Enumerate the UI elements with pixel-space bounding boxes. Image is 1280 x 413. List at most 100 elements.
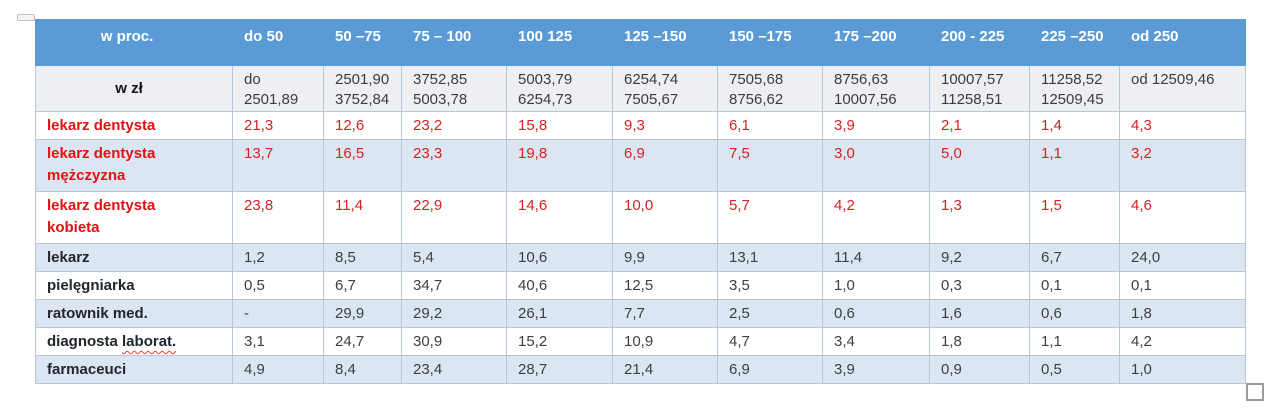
column-header: 200 - 225 <box>929 19 1030 66</box>
value-cell: 6,7 <box>323 271 402 300</box>
value-cell: 1,1 <box>1029 327 1120 356</box>
value-cell: 21,3 <box>232 111 324 140</box>
value-cell: 0,5 <box>1029 355 1120 384</box>
table-row: pielęgniarka 0,5 6,7 34,7 40,6 12,5 3,5 1,0 0,3 0… <box>35 271 1246 300</box>
value-cell: 5,4 <box>401 243 507 272</box>
row-label-line: ratownik med. <box>47 305 148 322</box>
value-cell: 7,7 <box>612 299 718 328</box>
zl-range-line: do <box>244 71 261 88</box>
value-cell: 6,9 <box>717 355 823 384</box>
value-cell: 6,9 <box>612 139 718 192</box>
zl-range-line: 3752,84 <box>335 91 390 108</box>
row-label-line: kobieta <box>47 219 100 236</box>
zl-range-line: 6254,74 <box>624 71 679 88</box>
value-cell: 9,2 <box>929 243 1030 272</box>
value-cell: 0,5 <box>232 271 324 300</box>
table-resize-handle[interactable] <box>1246 383 1264 401</box>
value-cell: 0,9 <box>929 355 1030 384</box>
value-cell: 4,3 <box>1119 111 1246 140</box>
value-cell: 1,8 <box>1119 299 1246 328</box>
table-row: farmaceuci 4,9 8,4 23,4 28,7 21,4 6,9 3,9 0,9 0,5… <box>35 355 1246 384</box>
value-cell: 3,2 <box>1119 139 1246 192</box>
table-row: lekarz dentysta kobieta 23,8 11,4 22,9 14,6 10… <box>35 191 1246 244</box>
zl-range-cell: 3752,85 5003,78 <box>401 65 507 112</box>
value-cell: 10,6 <box>506 243 613 272</box>
value-cell: 3,5 <box>717 271 823 300</box>
row-label: lekarz <box>35 243 233 272</box>
value-cell: 4,6 <box>1119 191 1246 244</box>
zl-range-cell: do 2501,89 <box>232 65 324 112</box>
value-cell: 6,7 <box>1029 243 1120 272</box>
value-cell: 1,6 <box>929 299 1030 328</box>
zl-range-cell: 6254,74 7505,67 <box>612 65 718 112</box>
page-margin-artifact <box>17 14 35 21</box>
row-label-line: farmaceuci <box>47 361 127 378</box>
value-cell: 29,2 <box>401 299 507 328</box>
column-header: od 250 <box>1119 19 1246 66</box>
value-cell: 1,1 <box>1029 139 1120 192</box>
value-cell: 12,5 <box>612 271 718 300</box>
value-cell: 23,2 <box>401 111 507 140</box>
zl-range-cell: 10007,57 11258,51 <box>929 65 1030 112</box>
value-cell: 28,7 <box>506 355 613 384</box>
value-cell: 0,6 <box>822 299 930 328</box>
value-cell: 19,8 <box>506 139 613 192</box>
row-label: diagnosta laborat. <box>35 327 233 356</box>
zl-range-line: 5003,78 <box>413 91 468 108</box>
value-cell: 6,1 <box>717 111 823 140</box>
value-cell: 4,7 <box>717 327 823 356</box>
value-cell: 0,1 <box>1119 271 1246 300</box>
value-cell: 23,8 <box>232 191 324 244</box>
zl-range-line: 6254,73 <box>518 91 573 108</box>
zl-range-line: 10007,57 <box>941 71 1004 88</box>
spellcheck-squiggle-word: laborat. <box>122 333 177 350</box>
value-cell: 4,2 <box>822 191 930 244</box>
column-header: 75 – 100 <box>401 19 507 66</box>
value-cell: 1,8 <box>929 327 1030 356</box>
column-header: 50 –75 <box>323 19 402 66</box>
zl-range-line: 2501,90 <box>335 71 390 88</box>
column-header: 100 125 <box>506 19 613 66</box>
value-cell: 2,1 <box>929 111 1030 140</box>
zl-range-line: 5003,79 <box>518 71 573 88</box>
value-cell: 9,3 <box>612 111 718 140</box>
value-cell: 3,1 <box>232 327 324 356</box>
value-cell: 1,0 <box>1119 355 1246 384</box>
row-label-line: mężczyzna <box>47 167 126 184</box>
zl-range-cell: 8756,63 10007,56 <box>822 65 930 112</box>
value-cell: 8,5 <box>323 243 402 272</box>
table-row: diagnosta laborat. 3,1 24,7 30,9 15,2 10,9 4,7… <box>35 327 1246 356</box>
value-cell: 11,4 <box>822 243 930 272</box>
value-cell: 23,3 <box>401 139 507 192</box>
table-row: lekarz dentysta mężczyzna 13,7 16,5 23,3 19,8… <box>35 139 1246 192</box>
value-cell: 21,4 <box>612 355 718 384</box>
header-row: w proc. do 50 50 –75 75 – 100 100 125 125 –1… <box>35 19 1246 66</box>
value-cell: 0,1 <box>1029 271 1120 300</box>
row-label-line: lekarz dentysta <box>47 197 156 214</box>
zl-range-line: 7505,67 <box>624 91 679 108</box>
value-cell: 1,4 <box>1029 111 1120 140</box>
value-cell: 3,9 <box>822 355 930 384</box>
row-label: farmaceuci <box>35 355 233 384</box>
row-label: pielęgniarka <box>35 271 233 300</box>
value-cell: 8,4 <box>323 355 402 384</box>
zl-range-line: 11258,52 <box>1041 71 1103 88</box>
value-cell: 15,8 <box>506 111 613 140</box>
zl-range-line: 8756,63 <box>834 71 889 88</box>
value-cell: - <box>232 299 324 328</box>
zl-unit-header: w zł <box>35 65 233 112</box>
zl-range-cell: 11258,52 12509,45 <box>1029 65 1120 112</box>
value-cell: 24,0 <box>1119 243 1246 272</box>
value-cell: 3,4 <box>822 327 930 356</box>
value-cell: 10,0 <box>612 191 718 244</box>
zl-range-line: 10007,56 <box>834 91 897 108</box>
table-row: ratownik med. -29,9 29,2 26,1 7,7 2,5 0,6 1,6 0,… <box>35 299 1246 328</box>
value-cell: 1,5 <box>1029 191 1120 244</box>
row-label-line: lekarz dentysta <box>47 145 156 162</box>
value-cell: 1,0 <box>822 271 930 300</box>
value-cell: 5,0 <box>929 139 1030 192</box>
value-cell: 2,5 <box>717 299 823 328</box>
row-label: lekarz dentysta <box>35 111 233 140</box>
value-cell: 34,7 <box>401 271 507 300</box>
value-cell: 4,2 <box>1119 327 1246 356</box>
